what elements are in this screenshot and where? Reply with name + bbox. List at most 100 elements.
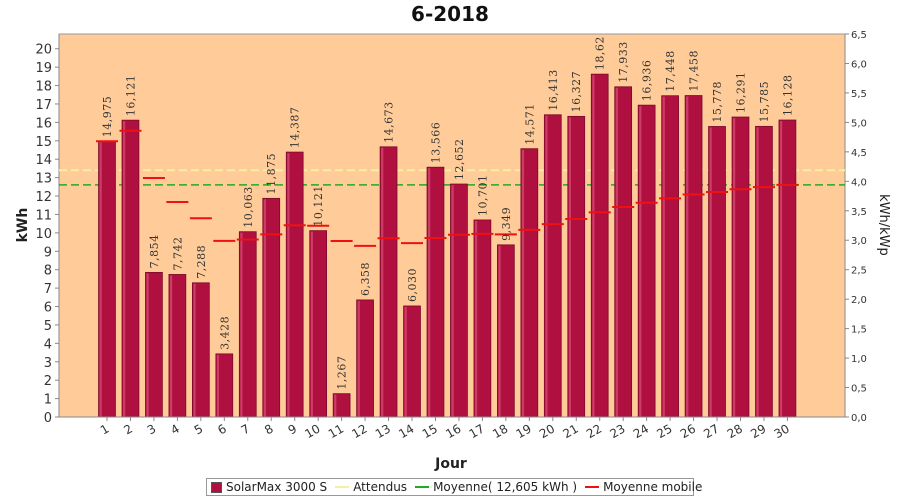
bar-value-label: 10,063: [242, 186, 255, 228]
x-tick-label: 12: [349, 421, 369, 441]
bar-highlight: [686, 96, 689, 418]
bar-value-label: 10,121: [312, 185, 325, 227]
legend-swatch-attendus: [335, 486, 350, 488]
bar-highlight: [404, 306, 407, 417]
x-tick-label: 22: [584, 421, 604, 441]
x-tick-label: 18: [490, 421, 510, 441]
y2-tick-label: 2,0: [851, 295, 867, 306]
y2-tick-label: 6,5: [851, 30, 867, 41]
bar-value-label: 17,933: [617, 41, 630, 83]
bar-value-label: 11,875: [265, 153, 278, 195]
x-tick-label: 8: [262, 421, 276, 437]
bar-highlight: [474, 220, 478, 417]
y2-tick-label: 6,0: [851, 59, 867, 70]
y2-tick-label: 3,0: [851, 236, 867, 247]
x-tick-label: 19: [514, 421, 534, 441]
bar-value-label: 16,291: [734, 72, 747, 114]
legend-item-moyenne: Moyenne( 12,605 kWh ): [415, 480, 577, 494]
y-tick-label: 6: [44, 301, 52, 316]
y2-tick-label: 4,5: [851, 148, 867, 159]
bar-value-label: 16,327: [570, 71, 583, 113]
legend-swatch-moyenne: [415, 486, 430, 488]
y2-axis-title: kWh/kWp: [876, 194, 891, 256]
bar-highlight: [99, 142, 102, 417]
bar-highlight: [568, 117, 572, 418]
x-tick-label: 30: [772, 421, 792, 441]
legend-label-mobile: Moyenne mobile: [603, 480, 703, 494]
y-tick-label: 4: [44, 337, 52, 352]
bar-highlight: [779, 121, 783, 417]
bar-value-label: 6,030: [406, 268, 419, 302]
bar-highlight: [357, 300, 360, 417]
x-tick-label: 29: [748, 421, 768, 441]
bar-highlight: [733, 118, 736, 417]
legend-swatch-mobile: [585, 486, 600, 488]
bar-value-label: 14,571: [523, 103, 536, 145]
bar-highlight: [428, 168, 431, 417]
x-tick-label: 10: [302, 421, 322, 441]
bar-value-label: 17,458: [688, 50, 701, 92]
y-tick-label: 0: [44, 411, 52, 426]
bar-highlight: [123, 121, 126, 417]
y-tick-label: 10: [35, 227, 52, 242]
bar-highlight: [756, 127, 759, 417]
bar-value-label: 18,62: [594, 36, 607, 70]
y2-tick-label: 2,5: [851, 266, 867, 277]
y-tick-label: 13: [35, 172, 52, 187]
x-tick-label: 28: [725, 421, 745, 441]
x-tick-label: 24: [631, 421, 651, 441]
x-tick-label: 6: [215, 421, 229, 437]
y-tick-label: 17: [35, 98, 52, 113]
legend-item-mobile: Moyenne mobile: [585, 480, 702, 494]
x-tick-label: 14: [396, 421, 416, 441]
chart-legend: SolarMax 3000 S Attendus Moyenne( 12,605…: [206, 478, 702, 496]
bar-highlight: [146, 273, 149, 417]
y2-tick-label: 0,0: [851, 413, 867, 424]
x-tick-label: 25: [654, 421, 674, 441]
y-tick-label: 8: [44, 264, 52, 279]
y2-tick-label: 3,5: [851, 207, 867, 218]
x-tick-label: 15: [420, 421, 440, 441]
bar-highlight: [216, 354, 220, 417]
y2-tick-label: 1,0: [851, 354, 867, 365]
bar-value-label: 7,288: [195, 245, 208, 279]
x-tick-label: 26: [678, 421, 698, 441]
x-tick-label: 23: [607, 421, 627, 441]
x-tick-label: 5: [192, 421, 206, 437]
bar-highlight: [240, 232, 243, 417]
bar-value-label: 6,358: [359, 262, 372, 296]
x-tick-label: 20: [537, 421, 557, 441]
bar-value-label: 16,413: [547, 69, 560, 111]
bar-highlight: [592, 75, 595, 417]
y-tick-label: 16: [35, 116, 52, 131]
y-tick-label: 5: [44, 319, 52, 334]
bar-value-label: 15,785: [758, 81, 771, 123]
x-tick-label: 17: [467, 421, 487, 441]
bar-value-label: 12,652: [453, 139, 466, 181]
y-tick-label: 18: [35, 80, 52, 95]
y2-tick-label: 1,5: [851, 325, 867, 336]
y-tick-label: 20: [35, 43, 52, 58]
y-tick-label: 15: [35, 135, 52, 150]
bar-highlight: [451, 185, 454, 417]
bar-highlight: [334, 394, 337, 417]
legend-item-solarmax: SolarMax 3000 S: [211, 480, 327, 494]
legend-item-attendus: Attendus: [335, 480, 407, 494]
bar-highlight: [169, 275, 173, 417]
bar-value-label: 16,121: [124, 75, 137, 117]
bar-highlight: [263, 199, 266, 417]
bar-value-label: 14,673: [383, 101, 396, 143]
x-tick-label: 9: [286, 421, 300, 437]
y-tick-label: 3: [44, 356, 52, 371]
bar-value-label: 7,854: [148, 234, 161, 268]
legend-label-solarmax: SolarMax 3000 S: [226, 480, 328, 494]
bar-highlight: [287, 153, 290, 418]
y-tick-label: 7: [44, 282, 52, 297]
x-tick-label: 11: [326, 421, 346, 441]
chart-title: 6-2018: [411, 2, 489, 26]
x-tick-label: 27: [701, 421, 721, 441]
bar-value-label: 13,566: [429, 122, 442, 164]
y2-tick-label: 4,0: [851, 177, 867, 188]
y-tick-label: 1: [44, 393, 52, 408]
